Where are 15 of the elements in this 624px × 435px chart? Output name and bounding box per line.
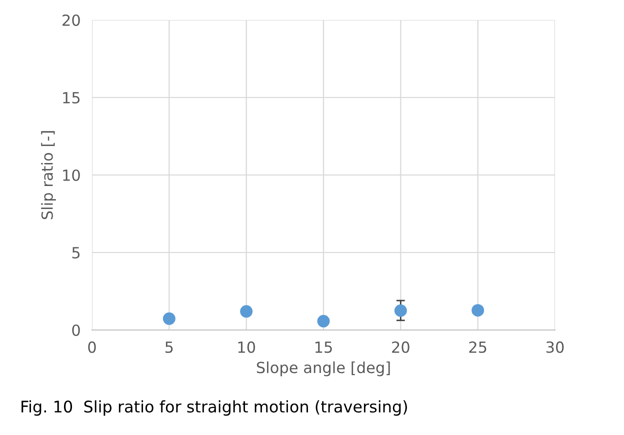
caption: Fig. 10 Slip ratio for straight motion (traversing) [22,400,407,416]
y-tick-label: 5 [72,247,80,259]
x-tick-label: 0 [88,341,96,353]
x-tick-label: 15 [315,342,332,353]
y-tick-label: 10 [63,169,80,182]
y-axis-title: Slip ratio [-] [41,131,56,220]
x-tick-label: 5 [165,342,173,353]
y-tick-label: 15 [63,92,80,104]
x-tick-label: 10 [238,341,256,353]
x-tick-label: 20 [392,341,410,353]
x-tick-label: 25 [469,341,486,353]
y-tick-label: 0 [72,324,80,336]
y-tick-label: 20 [62,14,80,26]
x-axis-title: Slope angle [deg] [256,361,390,376]
x-tick-label: 30 [546,341,564,353]
